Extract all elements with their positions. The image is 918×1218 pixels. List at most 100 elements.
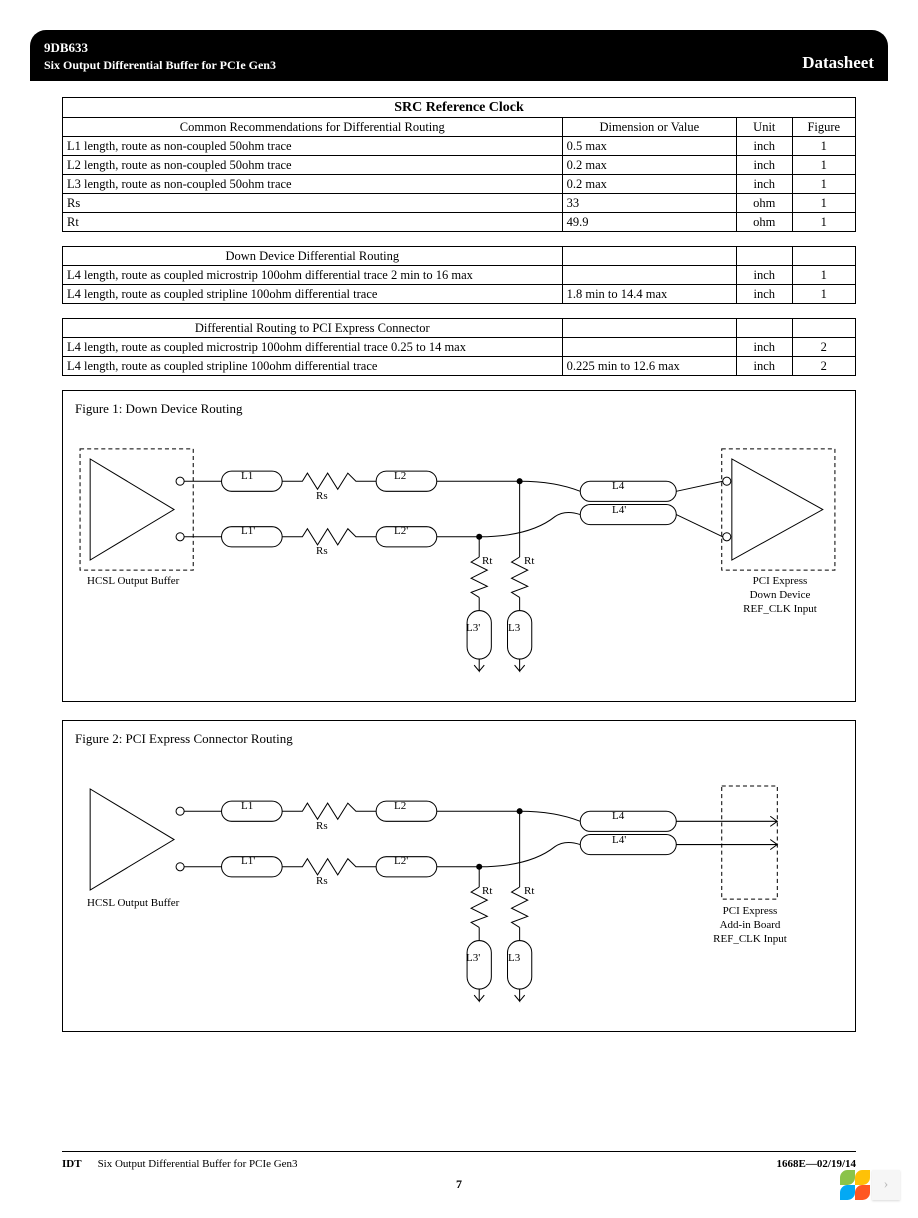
label-Rt-right: Rt	[524, 555, 534, 567]
table-cell: 1	[792, 266, 855, 285]
label-Rs-top: Rs	[316, 820, 328, 832]
right-caption-3: REF_CLK Input	[730, 603, 830, 615]
figure-1: Figure 1: Down Device Routing	[62, 390, 856, 702]
col-header	[737, 319, 793, 338]
table-cell: ohm	[737, 194, 793, 213]
header-subtitle: Six Output Differential Buffer for PCIe …	[44, 58, 276, 73]
table-cell: 0.2 max	[562, 156, 736, 175]
table-header-row: Common Recommendations for Differential …	[63, 118, 856, 137]
table-cell: L4 length, route as coupled microstrip 1…	[63, 266, 563, 285]
table-header-row: Differential Routing to PCI Express Conn…	[63, 319, 856, 338]
label-L4p: L4'	[612, 834, 626, 846]
schematic-svg	[75, 427, 843, 687]
table-row: L3 length, route as non-coupled 50ohm tr…	[63, 175, 856, 194]
figure-2: Figure 2: PCI Express Connector Routing	[62, 720, 856, 1032]
col-header	[792, 247, 855, 266]
table-cell: L3 length, route as non-coupled 50ohm tr…	[63, 175, 563, 194]
table-cell: inch	[737, 357, 793, 376]
table-cell: 1	[792, 285, 855, 304]
page-body: SRC Reference Clock Common Recommendatio…	[0, 81, 918, 1032]
label-L3: L3	[508, 622, 520, 634]
right-caption-2: Down Device	[735, 589, 825, 601]
doc-type: Datasheet	[802, 53, 874, 73]
label-L3p: L3'	[466, 952, 480, 964]
table-cell: 1	[792, 137, 855, 156]
table-cell: 0.225 min to 12.6 max	[562, 357, 736, 376]
table-row: L4 length, route as coupled stripline 10…	[63, 357, 856, 376]
label-L3: L3	[508, 952, 520, 964]
col-header	[562, 247, 736, 266]
right-caption-3: REF_CLK Input	[700, 933, 800, 945]
table-cell: 1	[792, 175, 855, 194]
table-cell: 0.5 max	[562, 137, 736, 156]
col-header: Figure	[792, 118, 855, 137]
table-row: Rs33ohm1	[63, 194, 856, 213]
figure-title: Figure 1: Down Device Routing	[75, 401, 843, 417]
right-caption-1: PCI Express	[705, 905, 795, 917]
table-cell: 1	[792, 156, 855, 175]
col-header: Down Device Differential Routing	[63, 247, 563, 266]
table-cell: 2	[792, 338, 855, 357]
table-cell: L2 length, route as non-coupled 50ohm tr…	[63, 156, 563, 175]
right-caption-2: Add-in Board	[705, 919, 795, 931]
table-cell: 1	[792, 213, 855, 232]
table-cell: inch	[737, 137, 793, 156]
label-L1p: L1'	[241, 855, 255, 867]
table-cell: L4 length, route as coupled stripline 10…	[63, 357, 563, 376]
table-cell: inch	[737, 285, 793, 304]
page-number: 7	[0, 1177, 918, 1192]
col-header: Unit	[737, 118, 793, 137]
table-cell: 1	[792, 194, 855, 213]
col-header	[792, 319, 855, 338]
col-header	[737, 247, 793, 266]
table-title-row: SRC Reference Clock	[63, 98, 856, 118]
left-caption: HCSL Output Buffer	[87, 897, 179, 909]
corner-widget[interactable]: ›	[840, 1170, 900, 1200]
widget-logo-icon	[840, 1170, 870, 1200]
table-cell: Rt	[63, 213, 563, 232]
col-header: Differential Routing to PCI Express Conn…	[63, 319, 563, 338]
label-L4p: L4'	[612, 504, 626, 516]
table-cell: inch	[737, 175, 793, 194]
page-footer: IDT Six Output Differential Buffer for P…	[62, 1158, 856, 1170]
table-cell: L4 length, route as coupled stripline 10…	[63, 285, 563, 304]
label-Rt-left: Rt	[482, 885, 492, 897]
footer-rule	[62, 1151, 856, 1152]
table-cell: 1.8 min to 14.4 max	[562, 285, 736, 304]
label-L2p: L2'	[394, 525, 408, 537]
table-cell: Rs	[63, 194, 563, 213]
label-L1: L1	[241, 470, 253, 482]
left-caption: HCSL Output Buffer	[87, 575, 179, 587]
table-row: Rt49.9ohm1	[63, 213, 856, 232]
table-row: L4 length, route as coupled microstrip 1…	[63, 266, 856, 285]
label-Rt-right: Rt	[524, 885, 534, 897]
table-cell: inch	[737, 156, 793, 175]
table-cell: 49.9	[562, 213, 736, 232]
pci-connector-table: Differential Routing to PCI Express Conn…	[62, 318, 856, 376]
label-Rt-left: Rt	[482, 555, 492, 567]
table-cell: L1 length, route as non-coupled 50ohm tr…	[63, 137, 563, 156]
label-L2: L2	[394, 800, 406, 812]
label-L1p: L1'	[241, 525, 255, 537]
right-caption-1: PCI Express	[735, 575, 825, 587]
footer-docrev: 1668E—02/19/14	[777, 1158, 856, 1170]
table-header-row: Down Device Differential Routing	[63, 247, 856, 266]
label-L3p: L3'	[466, 622, 480, 634]
figure-title: Figure 2: PCI Express Connector Routing	[75, 731, 843, 747]
page-header: 9DB633 Six Output Differential Buffer fo…	[30, 30, 888, 81]
table-cell: 0.2 max	[562, 175, 736, 194]
label-L4: L4	[612, 810, 624, 822]
col-header	[562, 319, 736, 338]
table-cell: L4 length, route as coupled microstrip 1…	[63, 338, 563, 357]
footer-company: IDT	[62, 1158, 82, 1170]
table-cell: 2	[792, 357, 855, 376]
part-number: 9DB633	[44, 40, 276, 56]
chevron-right-icon[interactable]: ›	[872, 1170, 900, 1200]
col-header: Dimension or Value	[562, 118, 736, 137]
table-title: SRC Reference Clock	[63, 98, 856, 118]
label-Rs-bot: Rs	[316, 875, 328, 887]
label-L2: L2	[394, 470, 406, 482]
table-row: L2 length, route as non-coupled 50ohm tr…	[63, 156, 856, 175]
table-cell: ohm	[737, 213, 793, 232]
schematic-svg	[75, 757, 843, 1017]
